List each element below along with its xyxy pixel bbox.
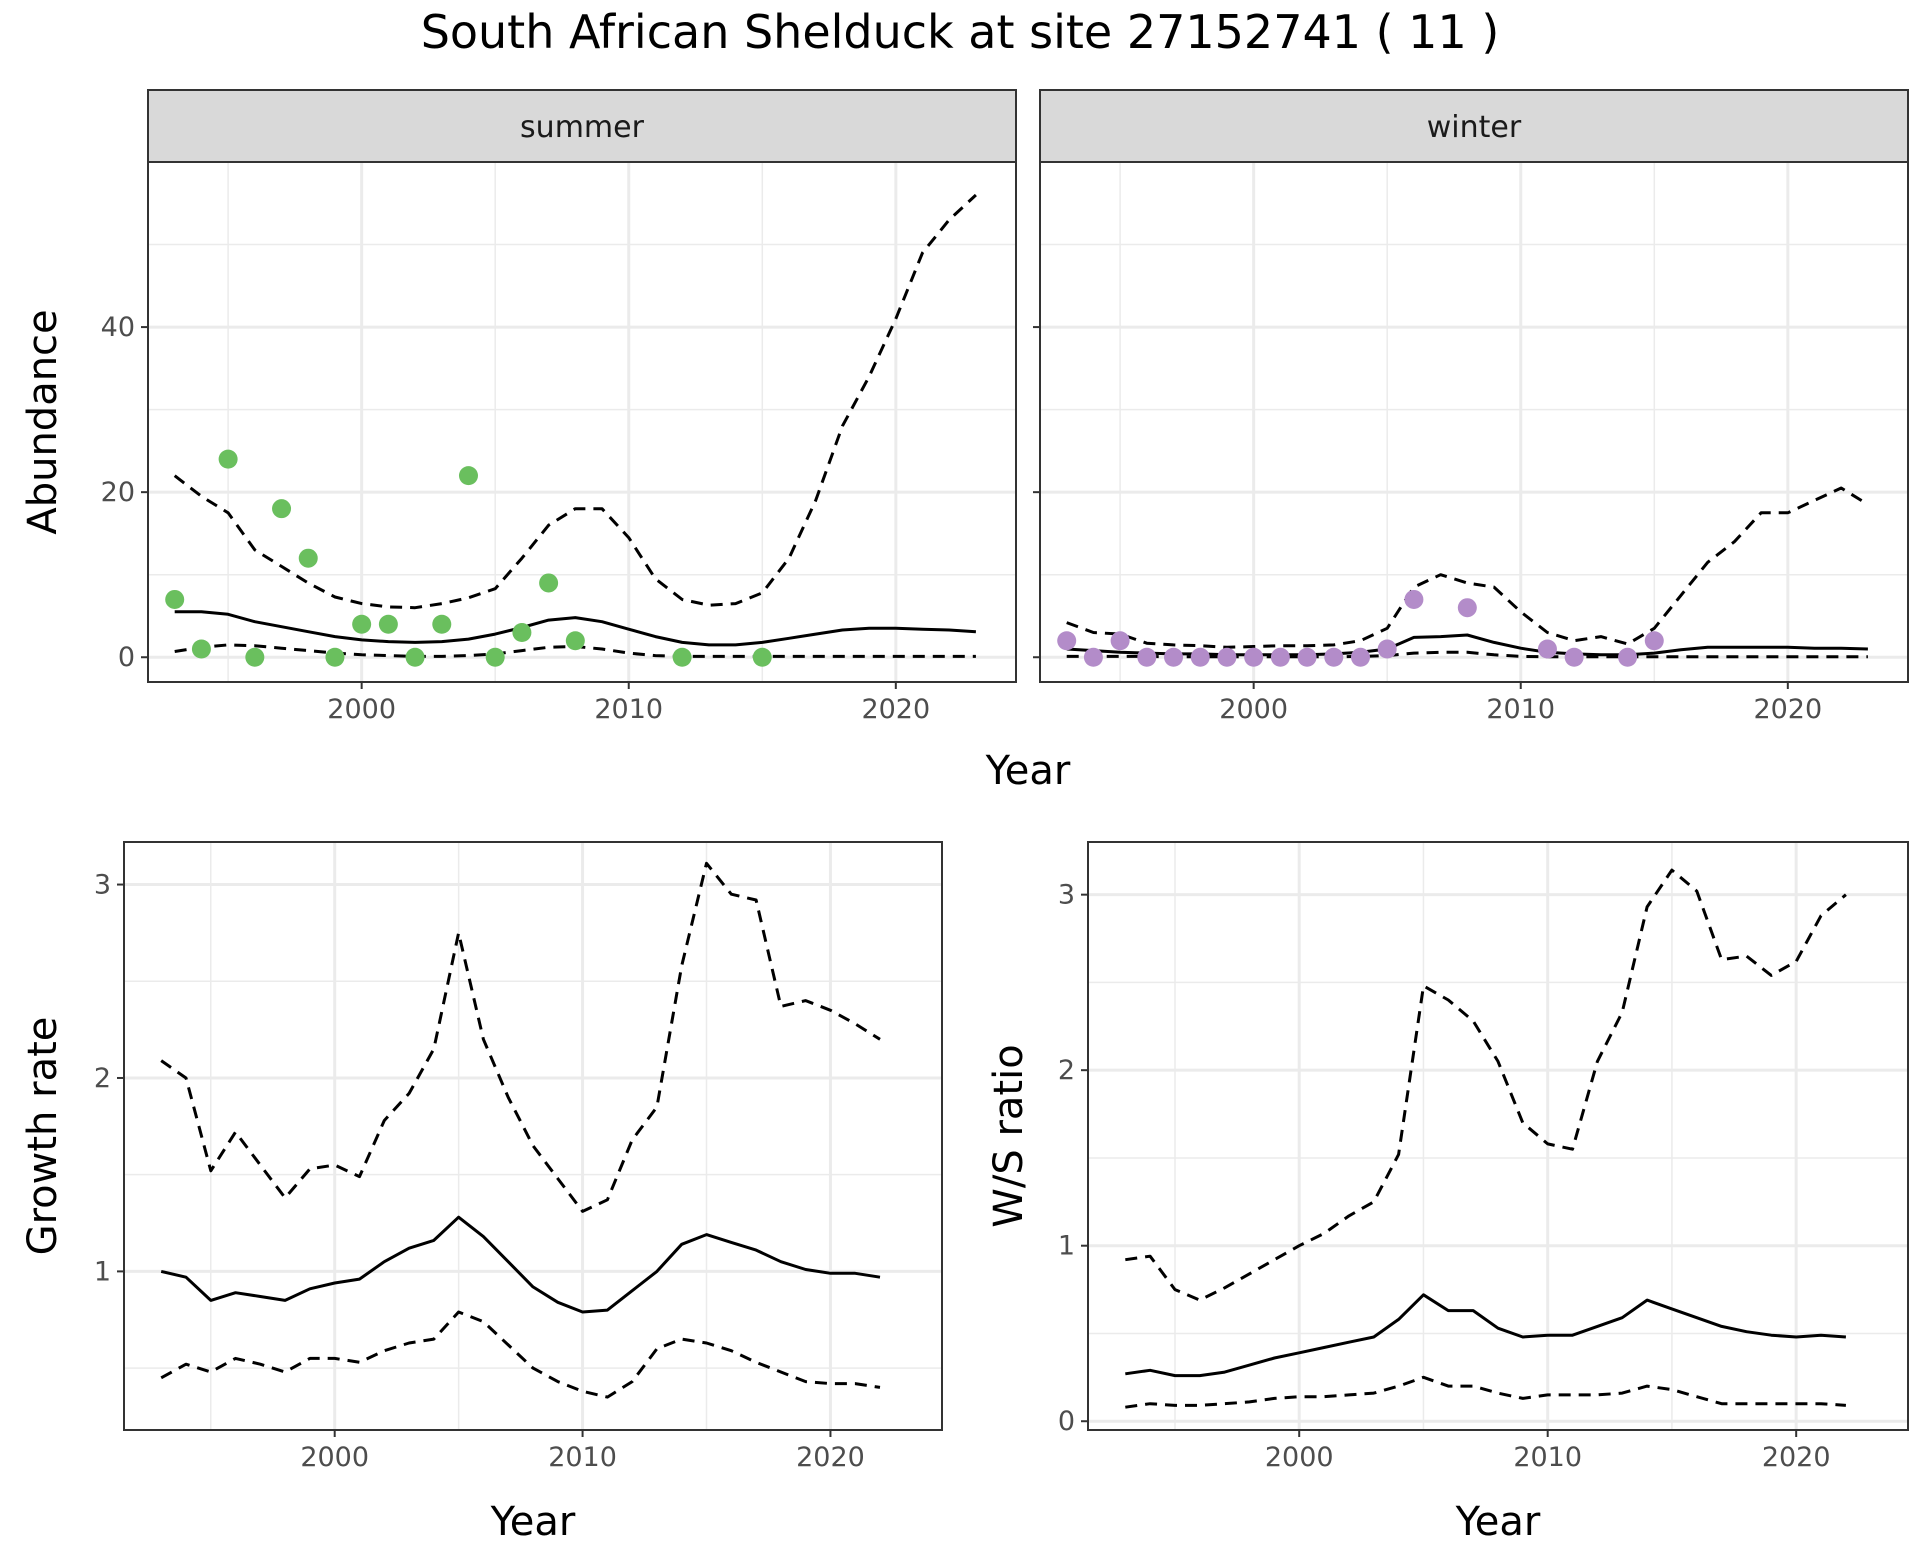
summer-data-point bbox=[458, 466, 478, 486]
winter-data-point bbox=[1270, 647, 1290, 667]
winter-data-point bbox=[1324, 647, 1344, 667]
growth-rate-y-tick-label: 1 bbox=[94, 1256, 111, 1287]
winter-data-point bbox=[1217, 647, 1237, 667]
summer-y-tick-label: 20 bbox=[101, 477, 135, 508]
winter-data-point bbox=[1164, 647, 1184, 667]
growth-rate-y-tick-label: 2 bbox=[94, 1063, 111, 1094]
winter-panel-border bbox=[1039, 161, 1909, 683]
summer-panel-background bbox=[148, 162, 1016, 682]
winter-data-point bbox=[1644, 631, 1664, 651]
winter-data-point bbox=[1618, 647, 1638, 667]
abundance-chart: summer 2000 2010 2020 0 20 40 winter 2000 2010 202… bbox=[20, 89, 1909, 794]
growth-rate-y-axis-title: Growth rate bbox=[20, 1017, 66, 1256]
summer-x-tick-label: 2000 bbox=[327, 694, 396, 725]
summer-x-tick-label: 2020 bbox=[861, 694, 930, 725]
chart-title: South African Shelduck at site 27152741 … bbox=[421, 5, 1500, 59]
winter-x-tick-label: 2000 bbox=[1219, 694, 1288, 725]
summer-data-point bbox=[218, 449, 238, 469]
ws-ratio-x-tick-label: 2010 bbox=[1513, 1442, 1582, 1473]
abundance-y-axis-title: Abundance bbox=[20, 309, 66, 534]
summer-data-point bbox=[191, 639, 211, 659]
winter-x-tick-label: 2020 bbox=[1753, 694, 1822, 725]
ws-ratio-y-tick-label: 2 bbox=[1058, 1055, 1075, 1086]
growth-rate-x-tick-label: 2000 bbox=[300, 1442, 369, 1473]
summer-data-point bbox=[325, 647, 345, 667]
winter-data-point bbox=[1190, 647, 1210, 667]
ws-ratio-mean-line bbox=[1125, 1293, 1847, 1378]
summer-facet-label: summer bbox=[520, 110, 645, 145]
ws-ratio-x-tick-label: 2020 bbox=[1762, 1442, 1831, 1473]
winter-data-point bbox=[1057, 631, 1077, 651]
winter-data-point bbox=[1350, 647, 1370, 667]
growth-rate-x-tick-label: 2020 bbox=[796, 1442, 865, 1473]
summer-data-point bbox=[352, 614, 372, 634]
summer-facet-strip bbox=[147, 89, 1017, 163]
summer-data-point bbox=[298, 548, 318, 568]
growth-rate-panel-border bbox=[123, 841, 943, 1431]
ws-ratio-y-axis-title: W/S ratio bbox=[986, 1044, 1032, 1227]
summer-upper-bound-line bbox=[173, 193, 977, 610]
winter-data-point bbox=[1083, 647, 1103, 667]
summer-data-point bbox=[672, 647, 692, 667]
summer-data-point bbox=[378, 614, 398, 634]
ws-ratio-panel-background bbox=[1088, 842, 1908, 1430]
ws-ratio-chart: 2000 2010 2020 0 1 2 3 Year W/S ratio bbox=[986, 841, 1909, 1545]
growth-rate-upper-bound-line bbox=[160, 861, 881, 1213]
ws-ratio-y-tick-label: 3 bbox=[1058, 880, 1075, 911]
summer-data-point bbox=[512, 622, 532, 642]
winter-data-point bbox=[1110, 631, 1130, 651]
summer-x-tick-label: 2010 bbox=[594, 694, 663, 725]
winter-facet-label: winter bbox=[1427, 110, 1522, 145]
summer-mean-line bbox=[174, 610, 976, 647]
ws-ratio-panel-border bbox=[1087, 841, 1909, 1431]
summer-data-point bbox=[245, 647, 265, 667]
winter-data-point bbox=[1404, 589, 1424, 609]
ws-ratio-lower-bound-line bbox=[1125, 1375, 1847, 1409]
abundance-x-axis-title: Year bbox=[985, 748, 1071, 794]
winter-data-point bbox=[1244, 647, 1264, 667]
summer-data-point bbox=[165, 589, 185, 609]
summer-y-tick-label: 0 bbox=[118, 642, 135, 673]
ws-ratio-y-tick-label: 0 bbox=[1058, 1406, 1075, 1437]
summer-panel-border bbox=[147, 161, 1017, 683]
winter-data-point bbox=[1537, 639, 1557, 659]
summer-data-point bbox=[539, 573, 559, 593]
growth-rate-lower-bound-line bbox=[160, 1310, 881, 1399]
summer-data-point bbox=[565, 631, 585, 651]
winter-data-point bbox=[1564, 647, 1584, 667]
summer-data-point bbox=[272, 499, 292, 519]
summer-data-point bbox=[752, 647, 772, 667]
winter-facet-strip bbox=[1039, 89, 1909, 163]
growth-rate-x-tick-label: 2010 bbox=[548, 1442, 617, 1473]
summer-data-point bbox=[485, 647, 505, 667]
winter-x-tick-label: 2010 bbox=[1486, 694, 1555, 725]
winter-data-point bbox=[1297, 647, 1317, 667]
winter-data-point bbox=[1457, 598, 1477, 618]
summer-y-tick-label: 40 bbox=[101, 312, 135, 343]
winter-data-point bbox=[1137, 647, 1157, 667]
summer-data-point bbox=[432, 614, 452, 634]
winter-upper-bound-line bbox=[1066, 486, 1869, 649]
winter-lower-bound-line bbox=[1066, 650, 1868, 659]
winter-panel-background bbox=[1040, 162, 1908, 682]
growth-rate-x-axis-title: Year bbox=[490, 1499, 576, 1545]
growth-rate-chart: 2000 2010 2020 1 2 3 Year Growth rate bbox=[20, 841, 943, 1545]
ws-ratio-x-axis-title: Year bbox=[1455, 1499, 1541, 1545]
growth-rate-y-tick-label: 3 bbox=[94, 870, 111, 901]
ws-ratio-upper-bound-line bbox=[1125, 868, 1847, 1302]
summer-data-point bbox=[405, 647, 425, 667]
growth-rate-panel-background bbox=[124, 842, 942, 1430]
winter-data-point bbox=[1377, 639, 1397, 659]
ws-ratio-x-tick-label: 2000 bbox=[1265, 1442, 1334, 1473]
ws-ratio-y-tick-label: 1 bbox=[1058, 1231, 1075, 1262]
growth-rate-mean-line bbox=[160, 1215, 881, 1314]
